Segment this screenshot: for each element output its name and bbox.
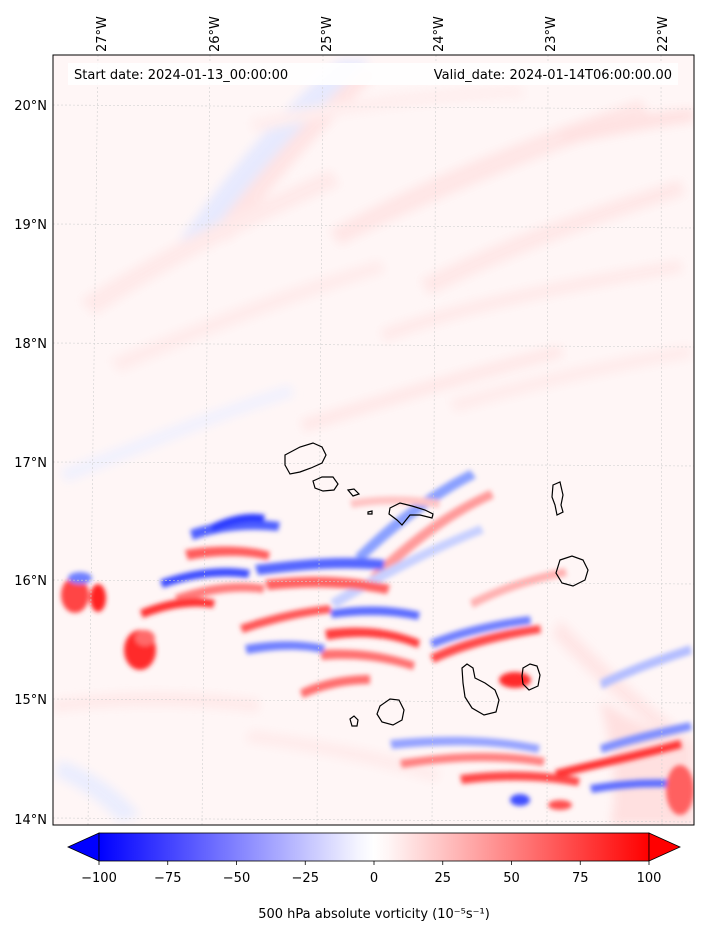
island-santiago — [461, 663, 500, 716]
colorbar-label: 500 hPa absolute vorticity (10⁻⁵s⁻¹) — [258, 907, 490, 922]
island-sal — [551, 481, 564, 516]
island-santa-luzia — [346, 488, 361, 497]
latitude-labels: 20°N 19°N 18°N 17°N 16°N 15°N 14°N — [14, 99, 47, 828]
lat-label: 15°N — [14, 693, 47, 708]
colorbar-tick-label: 50 — [503, 871, 520, 886]
colorbar-tick-label: 0 — [370, 871, 378, 886]
island-maio — [521, 663, 541, 691]
longitude-labels: 27°W 26°W 25°W 24°W 23°W 22°W — [95, 16, 671, 52]
island-boa-vista — [555, 555, 589, 587]
colorbar-tick-label: −50 — [223, 871, 250, 886]
colorbar: −100 −75 −50 −25 0 25 50 75 100 500 hPa … — [67, 832, 681, 922]
colorbar-tick-label: 75 — [572, 871, 589, 886]
lat-label: 18°N — [14, 337, 47, 352]
island-sao-nicolau — [388, 502, 434, 526]
lon-label: 25°W — [320, 16, 335, 52]
colorbar-tick-label: −75 — [154, 871, 181, 886]
island-fogo — [376, 698, 405, 726]
colorbar-body — [98, 832, 650, 862]
island-santo-antao — [284, 442, 327, 475]
lon-label: 26°W — [208, 16, 223, 52]
coastlines — [284, 442, 589, 727]
colorbar-tick-label: −100 — [81, 871, 117, 886]
lon-label: 24°W — [432, 16, 447, 52]
island-brava — [349, 715, 359, 727]
colorbar-extend-high — [648, 832, 681, 862]
start-date-label: Start date: 2024-01-13_00:00:00 — [74, 68, 288, 83]
island-branco — [367, 510, 373, 515]
lat-label: 20°N — [14, 99, 47, 114]
colorbar-tick-label: 100 — [637, 871, 662, 886]
colorbar-tick-label: 25 — [434, 871, 451, 886]
valid-date-label: Valid_date: 2024-01-14T06:00:00.00 — [434, 68, 672, 83]
lat-label: 19°N — [14, 218, 47, 233]
lat-label: 14°N — [14, 813, 47, 828]
map-frame — [52, 54, 695, 826]
colorbar-tick-labels: −100 −75 −50 −25 0 25 50 75 100 — [81, 871, 661, 886]
lon-label: 23°W — [544, 16, 559, 52]
island-sao-vicente — [312, 476, 339, 492]
gridlines — [53, 55, 694, 825]
colorbar-tick-label: −25 — [292, 871, 319, 886]
info-box-background — [68, 63, 678, 85]
map-panel: Start date: 2024-01-13_00:00:00 Valid_da… — [52, 54, 695, 826]
vorticity-field — [53, 60, 694, 825]
colorbar-extend-low — [67, 832, 100, 862]
lat-label: 17°N — [14, 456, 47, 471]
lon-label: 22°W — [656, 16, 671, 52]
lat-label: 16°N — [14, 574, 47, 589]
lon-label: 27°W — [95, 16, 110, 52]
